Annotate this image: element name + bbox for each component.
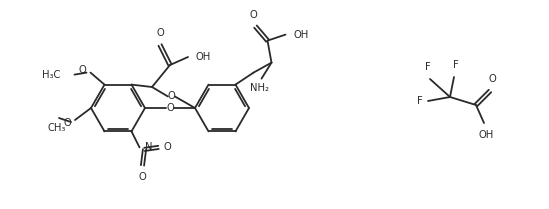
Text: OH: OH xyxy=(196,52,211,62)
Text: O: O xyxy=(166,103,174,113)
Text: O: O xyxy=(488,74,496,84)
Text: OH: OH xyxy=(478,130,494,140)
Text: O: O xyxy=(79,65,87,75)
Text: N: N xyxy=(145,142,153,152)
Text: F: F xyxy=(417,96,423,106)
Text: F: F xyxy=(425,62,431,72)
Text: NH₂: NH₂ xyxy=(250,83,269,93)
Text: OH: OH xyxy=(294,30,309,40)
Text: F: F xyxy=(453,60,459,70)
Text: O: O xyxy=(164,142,171,152)
Text: H₃C: H₃C xyxy=(42,70,60,80)
Text: O: O xyxy=(139,172,147,182)
Text: O: O xyxy=(250,10,257,20)
Text: CH₃: CH₃ xyxy=(48,123,66,133)
Text: O: O xyxy=(167,92,175,101)
Text: O: O xyxy=(63,118,71,128)
Text: O: O xyxy=(156,28,164,38)
